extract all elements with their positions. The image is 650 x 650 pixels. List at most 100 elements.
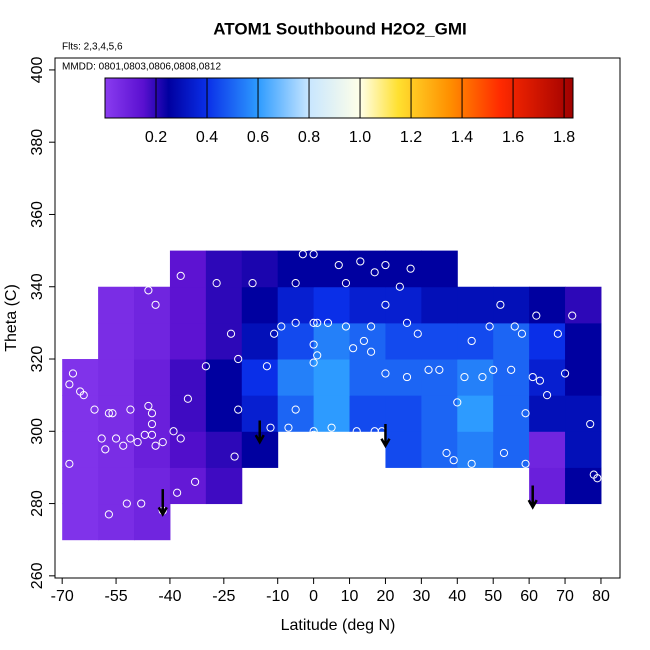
colorbar-tick-label: 1.0 (349, 129, 371, 146)
observation-point (79, 391, 88, 400)
field-cell (349, 395, 386, 432)
plot-frame (54, 57, 621, 579)
field-cell (169, 359, 207, 396)
observation-point (309, 318, 318, 327)
observation-point (535, 376, 545, 385)
field-cell (205, 322, 243, 360)
observation-point (532, 311, 541, 320)
colorbar-tick-label: 1.6 (502, 129, 524, 146)
observation-point (309, 430, 318, 440)
observation-point (201, 362, 210, 371)
field-cell (421, 431, 458, 468)
observation-point (176, 434, 185, 443)
field-cell (169, 431, 207, 468)
y-axis-label: Theta (C) (3, 284, 20, 352)
observation-point (158, 438, 167, 447)
field-cell (134, 322, 171, 360)
observation-point (568, 311, 577, 320)
field-cell (134, 359, 171, 396)
field-cell (241, 322, 279, 360)
observation-point (507, 365, 516, 374)
field-cell (277, 286, 315, 324)
observation-point (226, 329, 236, 338)
colorbar-tick-label: 1.4 (451, 129, 473, 146)
y-tick-label: 340 (29, 273, 46, 300)
field-cell (565, 286, 602, 324)
observation-point (147, 419, 157, 429)
field-cell (205, 467, 243, 505)
field-cell (385, 322, 422, 360)
observation-point (496, 300, 505, 309)
field-cell (529, 359, 566, 396)
observation-point (104, 409, 113, 418)
x-tick-label: 60 (520, 588, 538, 605)
observation-point (334, 260, 343, 270)
field-cell (62, 359, 99, 396)
observation-point (151, 300, 160, 309)
field-cell (565, 359, 602, 396)
field-cell (421, 359, 458, 396)
observation-point (230, 452, 239, 461)
observation-point (147, 409, 157, 418)
field-cell (62, 467, 99, 505)
colorbar-tick-label: 0.2 (145, 129, 167, 146)
field-cell (349, 286, 386, 324)
observation-point (517, 329, 527, 338)
observation-point (126, 405, 135, 414)
field-cell (493, 431, 530, 468)
x-tick-label: 30 (412, 588, 430, 605)
field-cell (457, 286, 494, 324)
observation-point (402, 318, 412, 327)
observation-point (366, 347, 376, 356)
observation-point (291, 318, 300, 327)
y-tick-label: 320 (29, 346, 46, 373)
field-cell (241, 286, 279, 324)
observation-point (122, 499, 131, 508)
field-cell (98, 431, 135, 468)
observation-point (291, 279, 300, 288)
field-cell (385, 250, 422, 288)
colorbar-tick-label: 0.6 (247, 129, 269, 146)
field-cell (385, 395, 422, 432)
observation-point (381, 260, 390, 270)
observation-point (101, 445, 110, 454)
observation-point (442, 448, 451, 458)
field-cell (565, 395, 602, 432)
observation-point (528, 372, 537, 382)
observation-point (593, 474, 602, 483)
field-cell (421, 250, 458, 288)
y-tick-label: 400 (29, 56, 46, 83)
observation-point (97, 434, 106, 443)
field-cell (205, 286, 243, 324)
observation-point (359, 336, 369, 346)
observation-point (463, 271, 473, 281)
observation-point (298, 250, 307, 259)
observation-point (553, 329, 562, 338)
observation-point (309, 340, 318, 349)
chart-title: ATOM1 Southbound H2O2_GMI (213, 19, 466, 38)
field-cell (313, 286, 351, 324)
observation-point (119, 441, 128, 450)
observation-point (489, 365, 498, 374)
observation-point (108, 409, 117, 418)
arrow (527, 485, 538, 510)
x-tick-label: -25 (212, 588, 235, 605)
field-cell (169, 467, 207, 505)
field-cell (98, 467, 135, 505)
observation-point (291, 405, 300, 414)
observation-point (542, 391, 552, 400)
observation-point (169, 427, 178, 436)
observation-point (183, 394, 192, 403)
mmdd-note: MMDD: 0801,0803,0806,0808,0812 (62, 62, 221, 73)
observation-point (366, 322, 376, 331)
field-cell (205, 359, 243, 396)
field-cell (169, 286, 207, 324)
field-cell (349, 250, 386, 288)
observation-point (453, 398, 462, 407)
observation-point (104, 510, 113, 519)
field-cell (277, 322, 315, 360)
observation-point (424, 365, 433, 374)
observation-point (499, 448, 509, 458)
field-cell (529, 467, 566, 505)
